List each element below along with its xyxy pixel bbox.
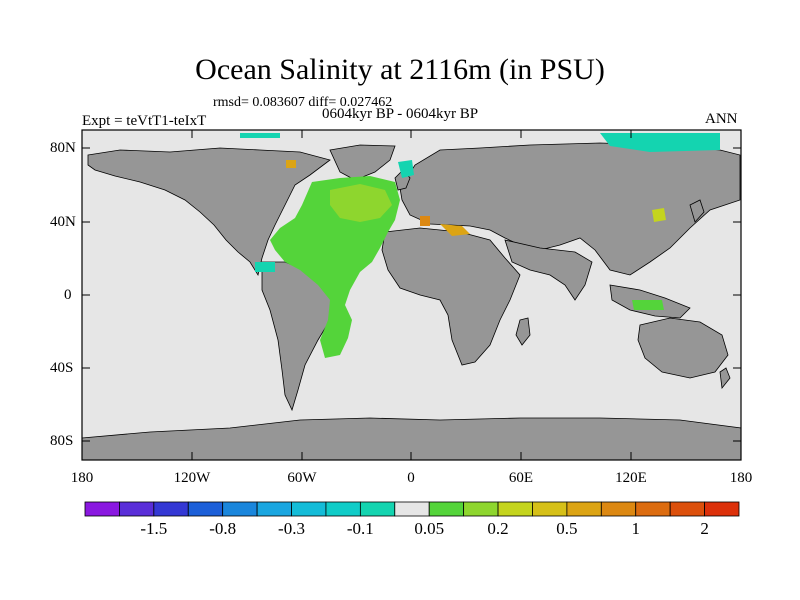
x-tick-label: 120W <box>173 470 211 486</box>
y-tick-label: 40N <box>50 214 76 230</box>
anomaly-japan-yellowgreen <box>652 208 666 222</box>
eurasia <box>399 142 741 276</box>
y-tick-label: 40S <box>50 360 74 376</box>
x-tick-label: 60E <box>508 470 534 486</box>
x-tick-label: 0 <box>407 470 415 486</box>
anomaly-arctic-teal-1 <box>600 133 720 152</box>
x-tick-label: 180 <box>70 470 94 486</box>
period-label: 0604kyr BP - 0604kyr BP <box>322 106 479 122</box>
colorbar-label: 2 <box>700 519 709 538</box>
y-tick-label: 80N <box>50 140 76 156</box>
colorbar-label: 0.05 <box>414 519 445 538</box>
australia <box>637 317 729 379</box>
anomaly-caribbean-teal <box>255 262 275 272</box>
anomaly-arctic-teal-3 <box>240 133 280 138</box>
anomaly-hudson-orange <box>286 160 296 168</box>
anomaly-atlantic-green <box>270 176 400 358</box>
colorbar-label: -0.1 <box>346 519 374 538</box>
y-ticks <box>82 147 741 442</box>
y-tick-label: 80S <box>50 433 74 449</box>
africa <box>381 227 521 366</box>
anomaly-indonesia-green <box>632 300 664 310</box>
x-tick-label: 60W <box>287 470 317 486</box>
map-title: Ocean Salinity at 2116m (in PSU) <box>195 53 605 86</box>
land-masses <box>81 142 742 461</box>
x-ticks <box>81 130 742 460</box>
anomaly-natlantic-yellowgreen <box>330 184 392 222</box>
experiment-label: Expt = teVtT1-teIxT <box>82 113 207 129</box>
stats-text: rmsd= 0.083607 diff= 0.027462 <box>213 95 393 110</box>
madagascar <box>515 317 531 346</box>
x-tick-label: 120E <box>615 470 647 486</box>
y-tick-label: 0 <box>64 287 72 303</box>
anomaly-med-orange <box>440 224 470 236</box>
greenland <box>329 144 396 181</box>
anomaly-med-orange-2 <box>420 216 430 226</box>
colorbar-label: 0.2 <box>487 519 509 538</box>
season-label: ANN <box>705 111 738 127</box>
anomaly-patches <box>240 133 720 358</box>
x-tick-label: 180 <box>729 470 753 486</box>
new-zealand <box>719 367 731 389</box>
arabia-india <box>504 239 593 301</box>
japan <box>689 199 705 223</box>
colorbar-label: -1.5 <box>140 519 168 538</box>
anomaly-arctic-teal-2 <box>398 160 414 178</box>
colorbar-label: -0.8 <box>209 519 237 538</box>
colorbar-label: 0.5 <box>556 519 578 538</box>
colorbar-label: -0.3 <box>278 519 305 538</box>
colorbar-label: 1 <box>631 519 640 538</box>
